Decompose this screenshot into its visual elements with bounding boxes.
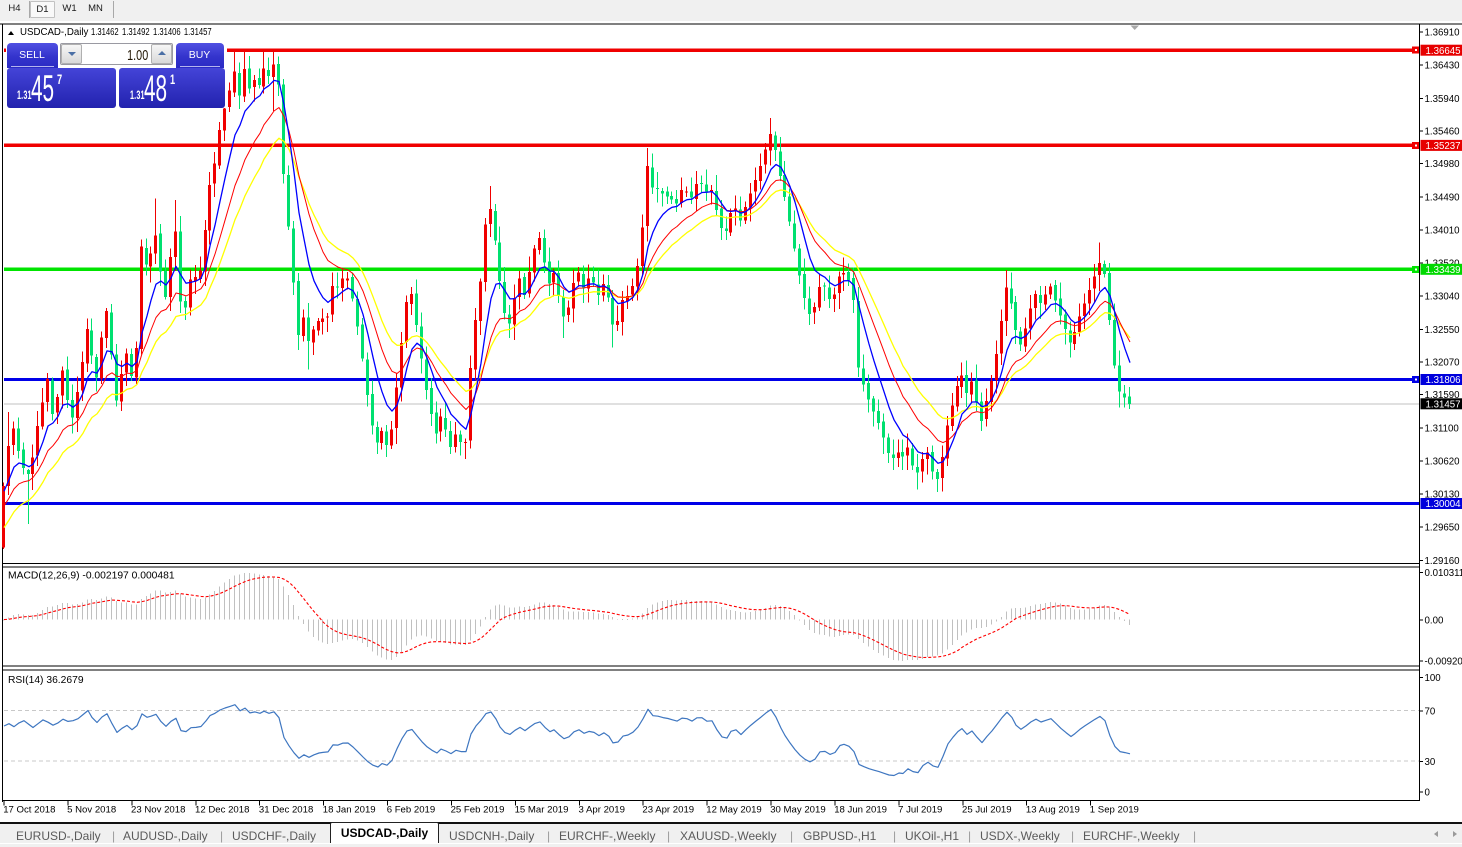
svg-text:1.32550: 1.32550 bbox=[1425, 325, 1461, 336]
svg-text:0: 0 bbox=[1425, 788, 1431, 799]
svg-text:1.35460: 1.35460 bbox=[1425, 127, 1461, 138]
svg-text:1.35940: 1.35940 bbox=[1425, 94, 1461, 105]
svg-text:12 May 2019: 12 May 2019 bbox=[706, 805, 761, 816]
svg-text:70: 70 bbox=[1425, 707, 1436, 718]
svg-text:23 Nov 2018: 23 Nov 2018 bbox=[131, 805, 185, 816]
svg-text:17 Oct 2018: 17 Oct 2018 bbox=[3, 805, 55, 816]
svg-text:1.30130: 1.30130 bbox=[1425, 490, 1461, 501]
svg-text:1.29160: 1.29160 bbox=[1425, 556, 1461, 567]
svg-text:-0.009203: -0.009203 bbox=[1425, 657, 1462, 668]
svg-text:31 Dec 2018: 31 Dec 2018 bbox=[259, 805, 313, 816]
svg-text:1.31590: 1.31590 bbox=[1425, 390, 1461, 401]
svg-text:100: 100 bbox=[1425, 673, 1442, 684]
svg-text:1.34980: 1.34980 bbox=[1425, 159, 1461, 170]
svg-text:1.34010: 1.34010 bbox=[1425, 225, 1461, 236]
svg-text:1.35237: 1.35237 bbox=[1426, 141, 1461, 152]
svg-text:30: 30 bbox=[1425, 757, 1436, 768]
svg-text:18 Jun 2019: 18 Jun 2019 bbox=[834, 805, 887, 816]
svg-text:30 May 2019: 30 May 2019 bbox=[770, 805, 825, 816]
svg-text:1.33040: 1.33040 bbox=[1425, 291, 1461, 302]
svg-text:0.00: 0.00 bbox=[1425, 616, 1444, 627]
svg-text:1.30004: 1.30004 bbox=[1426, 499, 1462, 510]
svg-text:1.29650: 1.29650 bbox=[1425, 523, 1461, 534]
svg-text:1.36430: 1.36430 bbox=[1425, 60, 1461, 71]
svg-text:1.31806: 1.31806 bbox=[1426, 375, 1461, 386]
svg-text:6 Feb 2019: 6 Feb 2019 bbox=[387, 805, 436, 816]
svg-text:3 Apr 2019: 3 Apr 2019 bbox=[579, 805, 625, 816]
svg-text:1 Sep 2019: 1 Sep 2019 bbox=[1090, 805, 1139, 816]
svg-text:MACD(12,26,9) -0.002197 0.0004: MACD(12,26,9) -0.002197 0.000481 bbox=[8, 571, 175, 582]
svg-text:15 Mar 2019: 15 Mar 2019 bbox=[515, 805, 569, 816]
svg-text:0.010311: 0.010311 bbox=[1425, 568, 1462, 579]
svg-text:1.31457: 1.31457 bbox=[1426, 399, 1461, 410]
svg-text:1.36910: 1.36910 bbox=[1425, 28, 1461, 39]
svg-text:5 Nov 2018: 5 Nov 2018 bbox=[67, 805, 116, 816]
svg-text:12 Dec 2018: 12 Dec 2018 bbox=[195, 805, 249, 816]
svg-text:1.36645: 1.36645 bbox=[1426, 46, 1461, 57]
svg-text:1.32070: 1.32070 bbox=[1425, 358, 1461, 369]
svg-text:25 Feb 2019: 25 Feb 2019 bbox=[451, 805, 505, 816]
svg-text:1.34490: 1.34490 bbox=[1425, 193, 1461, 204]
svg-text:25 Jul 2019: 25 Jul 2019 bbox=[962, 805, 1012, 816]
svg-text:13 Aug 2019: 13 Aug 2019 bbox=[1026, 805, 1080, 816]
svg-text:1.33439: 1.33439 bbox=[1426, 265, 1461, 276]
svg-text:23 Apr 2019: 23 Apr 2019 bbox=[642, 805, 694, 816]
svg-text:18 Jan 2019: 18 Jan 2019 bbox=[323, 805, 376, 816]
svg-text:7 Jul 2019: 7 Jul 2019 bbox=[898, 805, 942, 816]
svg-text:RSI(14) 36.2679: RSI(14) 36.2679 bbox=[8, 675, 84, 686]
svg-text:1.31100: 1.31100 bbox=[1425, 424, 1460, 435]
svg-text:1.30620: 1.30620 bbox=[1425, 456, 1461, 467]
